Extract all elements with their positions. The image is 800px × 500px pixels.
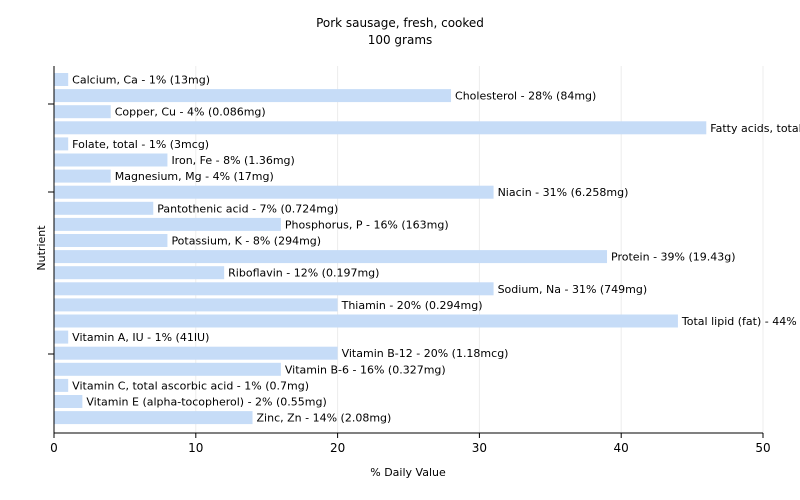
bar-label: Iron, Fe - 8% (1.36mg) — [171, 154, 294, 167]
bar — [54, 282, 494, 296]
bar — [54, 201, 154, 215]
bar-label: Copper, Cu - 4% (0.086mg) — [115, 106, 266, 119]
bar — [54, 73, 69, 86]
bar — [54, 137, 69, 151]
bar — [54, 378, 69, 392]
bar-label: Sodium, Na - 31% (749mg) — [498, 283, 648, 296]
bar — [54, 234, 168, 247]
bar-label: Zinc, Zn - 14% (2.08mg) — [257, 412, 392, 425]
bar-label: Folate, total - 1% (3mcg) — [72, 138, 209, 151]
bar — [54, 395, 83, 408]
chart-title: Pork sausage, fresh, cooked — [316, 16, 484, 30]
x-tick-label: 20 — [330, 441, 345, 455]
bar-label: Magnesium, Mg - 4% (17mg) — [115, 170, 274, 183]
bar — [54, 314, 678, 328]
bar — [54, 411, 253, 425]
bar — [54, 89, 452, 103]
bar-label: Thiamin - 20% (0.294mg) — [341, 299, 483, 312]
bar-label: Cholesterol - 28% (84mg) — [455, 90, 596, 103]
bar-label: Vitamin C, total ascorbic acid - 1% (0.7… — [72, 379, 309, 392]
bar — [54, 153, 168, 167]
bar — [54, 362, 281, 376]
bar-label: Fatty acids, total saturated - 46% (9.13… — [710, 122, 800, 135]
bar-label: Total lipid (fat) - 44% (28.36g) — [681, 315, 800, 328]
bar — [54, 185, 494, 199]
bar-label: Calcium, Ca - 1% (13mg) — [72, 74, 210, 87]
bar — [54, 346, 338, 360]
bar — [54, 298, 338, 312]
x-axis-label: % Daily Value — [370, 466, 446, 479]
x-tick-label: 50 — [755, 441, 770, 455]
x-tick-label: 30 — [472, 441, 487, 455]
x-tick-label: 10 — [188, 441, 203, 455]
bar-label: Vitamin B-12 - 20% (1.18mcg) — [342, 347, 509, 360]
bar-label: Protein - 39% (19.43g) — [611, 251, 736, 264]
bar-label: Vitamin B-6 - 16% (0.327mg) — [285, 363, 446, 376]
y-axis-label: Nutrient — [35, 225, 48, 271]
bar — [54, 121, 707, 135]
bar — [54, 266, 225, 280]
bar — [54, 250, 608, 264]
bar — [54, 217, 281, 231]
bar-label: Potassium, K - 8% (294mg) — [171, 235, 321, 248]
axes: 0 10 20 30 40 50 — [48, 66, 771, 455]
bar-label: Riboflavin - 12% (0.197mg) — [228, 267, 379, 280]
bar — [54, 169, 111, 183]
bar-label: Niacin - 31% (6.258mg) — [498, 186, 629, 199]
gridlines — [195, 66, 764, 433]
bars: Calcium, Ca - 1% (13mg) Cholesterol - 28%… — [54, 73, 800, 425]
x-tick-label: 0 — [50, 441, 58, 455]
bar-label: Pantothenic acid - 7% (0.724mg) — [157, 202, 338, 215]
bar-label: Phosphorus, P - 16% (163mg) — [285, 218, 449, 231]
bar-label: Vitamin A, IU - 1% (41IU) — [72, 331, 209, 344]
chart-subtitle: 100 grams — [368, 33, 433, 47]
bar — [54, 105, 111, 119]
bar-label: Vitamin E (alpha-tocopherol) - 2% (0.55m… — [86, 396, 326, 409]
bar — [54, 330, 69, 344]
x-tick-label: 40 — [614, 441, 629, 455]
